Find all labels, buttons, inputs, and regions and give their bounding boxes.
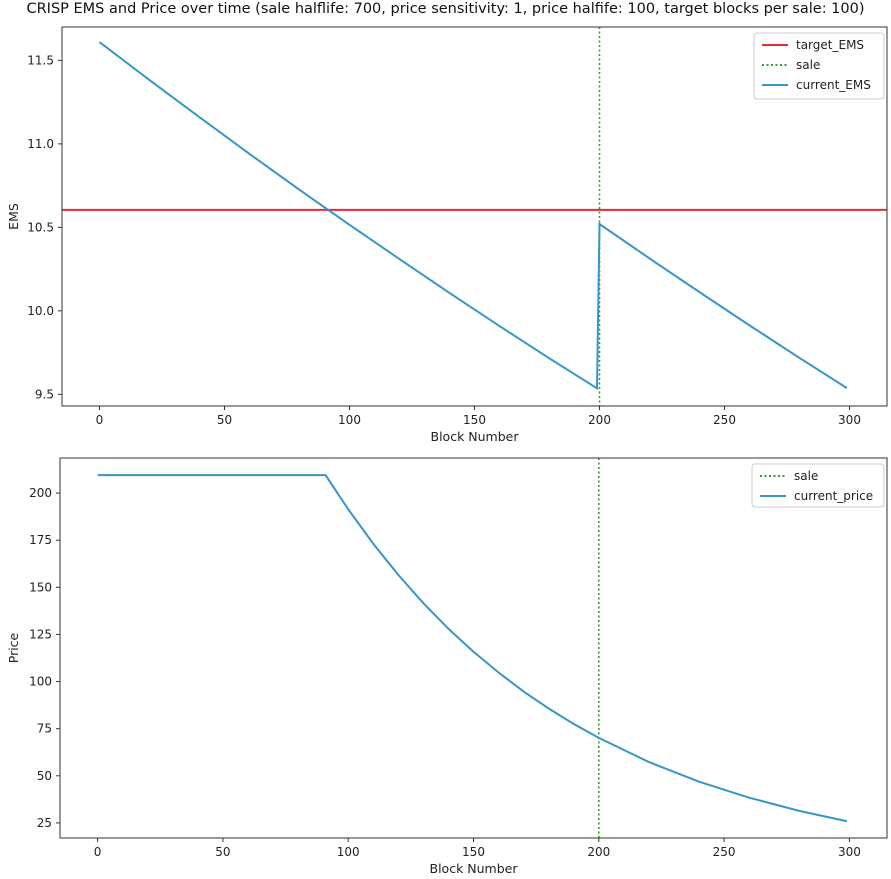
y-tick-label: 150 (29, 580, 52, 594)
plot-area (97, 458, 848, 838)
y-tick-label: 9.5 (35, 387, 54, 401)
subplot-1: 0 50 100 150 200 250 300 9.5 10.0 10.5 11.0 11.5 Blo… (6, 26, 888, 444)
y-tick-label: 100 (29, 675, 52, 689)
x-tick-label: 250 (713, 845, 736, 859)
y-tick-label: 125 (29, 627, 52, 641)
legend-box (753, 32, 885, 100)
y-tick-label: 175 (29, 533, 52, 547)
x-tick-label: 200 (587, 845, 610, 859)
y-tick-label: 11.5 (27, 53, 54, 67)
y-tick-label: 10.0 (27, 304, 54, 318)
x-tick-label: 300 (838, 413, 861, 427)
series-current_price (97, 474, 848, 823)
plot-frame (61, 26, 888, 407)
x-tick-label: 0 (94, 845, 102, 859)
plot-area (62, 27, 887, 406)
x-axis-label: Block Number (430, 861, 519, 876)
legend-label: current_price (794, 489, 873, 503)
plot-frame (59, 457, 888, 839)
x-tick-label: 100 (337, 845, 360, 859)
legend-label: target_EMS (796, 38, 864, 52)
y-tick-label: 10.5 (27, 220, 54, 234)
x-tick-label: 300 (838, 845, 861, 859)
legend-label: sale (796, 58, 820, 72)
x-tick-label: 150 (463, 413, 486, 427)
y-tick-label: 75 (37, 722, 52, 736)
x-tick-label: 150 (462, 845, 485, 859)
subplot-2: 0 50 100 150 200 250 300 25 50 75 100 125 150 175 200 B… (6, 457, 888, 876)
y-tick-label: 200 (29, 486, 52, 500)
legend-label: current_EMS (796, 78, 871, 92)
y-tick-label: 11.0 (27, 137, 54, 151)
y-axis-label: EMS (6, 203, 21, 230)
x-tick-label: 50 (215, 845, 230, 859)
y-tick-label: 25 (37, 816, 52, 830)
y-tick-label: 50 (37, 769, 52, 783)
x-tick-label: 250 (713, 413, 736, 427)
legend: sale current_price (751, 463, 885, 508)
y-axis-label: Price (6, 632, 21, 663)
x-tick-label: 50 (217, 413, 232, 427)
x-tick-label: 100 (338, 413, 361, 427)
legend-label: sale (794, 469, 818, 483)
series-current_EMS (98, 41, 848, 391)
chart-title: CRISP EMS and Price over time (sale half… (26, 1, 865, 17)
x-tick-label: 200 (588, 413, 611, 427)
x-tick-label: 0 (96, 413, 104, 427)
x-axis-label: Block Number (431, 429, 520, 444)
